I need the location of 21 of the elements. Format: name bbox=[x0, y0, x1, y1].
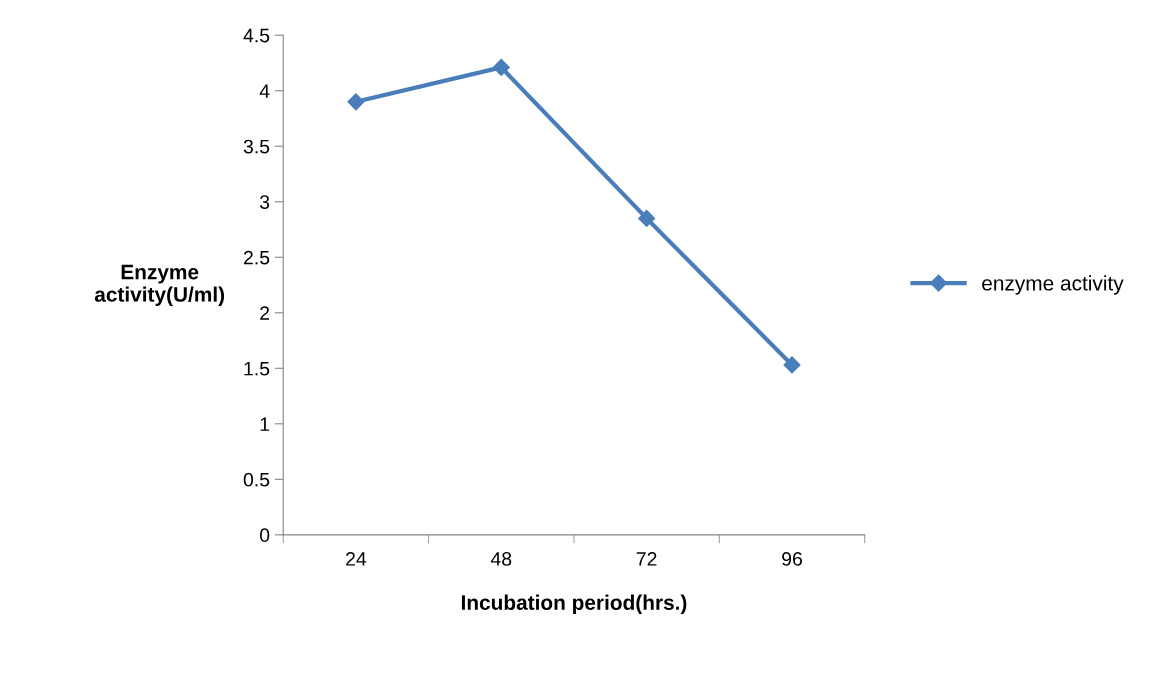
y-tick-label: 2 bbox=[260, 306, 270, 320]
x-tick-label: 96 bbox=[782, 552, 802, 566]
legend-label: enzyme activity bbox=[982, 275, 1124, 295]
x-tick-label: 48 bbox=[490, 552, 512, 566]
y-tick-label: 2.5 bbox=[243, 250, 270, 265]
y-tick-label: 1.5 bbox=[244, 361, 270, 376]
y-tick-label: 3.5 bbox=[243, 139, 270, 154]
y-axis-title: Enzyme activity(U/ml) bbox=[94, 264, 225, 306]
point bbox=[783, 356, 801, 374]
y-tick-label: 1 bbox=[260, 417, 270, 431]
y-tick-label: 0.5 bbox=[243, 472, 270, 487]
point bbox=[347, 93, 365, 111]
y-tick-label: 4 bbox=[259, 84, 270, 98]
x-tick-label: 72 bbox=[636, 552, 657, 566]
point bbox=[638, 209, 656, 227]
y-tick-label: 0 bbox=[259, 528, 270, 543]
x-tick-label: 24 bbox=[346, 552, 367, 566]
x-axis-title: Incubation period(hrs.) bbox=[461, 594, 687, 615]
point bbox=[492, 58, 510, 76]
y-tick-label: 4.5 bbox=[243, 28, 270, 43]
y-tick-label: 3 bbox=[259, 195, 270, 209]
